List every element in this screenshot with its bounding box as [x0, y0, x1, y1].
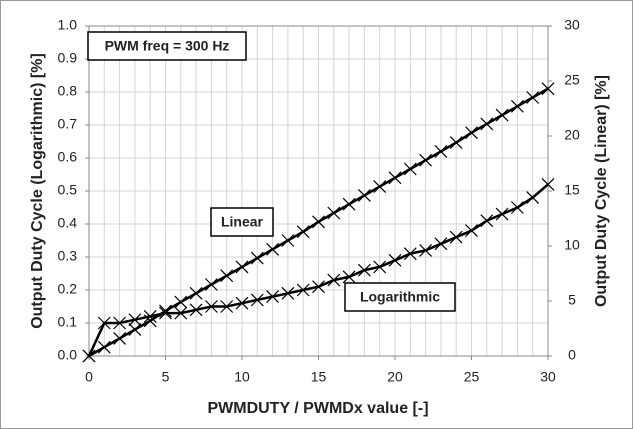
marker: [296, 225, 310, 239]
annotation: Logarithmic: [360, 289, 440, 305]
marker: [541, 82, 555, 96]
marker: [388, 253, 402, 267]
marker: [266, 242, 280, 256]
y2-tick-label: 10: [564, 237, 580, 253]
marker: [480, 214, 494, 228]
marker: [342, 197, 356, 211]
marker: [128, 313, 142, 327]
marker: [113, 316, 127, 330]
marker: [465, 126, 478, 140]
y-tick-label: 0.4: [58, 215, 78, 231]
x-tick-label: 0: [85, 369, 93, 385]
annotation-box: [87, 31, 247, 61]
marker: [434, 144, 448, 158]
x-tick-label: 15: [311, 369, 327, 385]
marker: [159, 306, 172, 320]
y-tick-label: 0.3: [58, 248, 78, 264]
marker: [510, 99, 524, 113]
marker: [97, 316, 111, 330]
marker: [250, 251, 264, 265]
y-tick-label: 1.0: [58, 17, 78, 33]
marker: [388, 171, 402, 185]
marker: [296, 283, 310, 297]
marker: [235, 260, 249, 274]
marker: [235, 296, 249, 310]
marker: [373, 180, 387, 194]
y2-tick-label: 5: [568, 292, 576, 308]
marker: [419, 243, 433, 257]
y-axis-label: Output Duty Cycle (Logarithmic) [%]: [29, 53, 46, 329]
marker: [403, 162, 417, 176]
marker: [174, 306, 188, 320]
marker: [204, 300, 218, 313]
marker: [113, 331, 127, 345]
marker: [495, 207, 509, 221]
marker: [342, 270, 356, 284]
y-tick-label: 0.5: [58, 182, 78, 198]
annotation: Linear: [221, 214, 264, 230]
marker: [526, 91, 540, 104]
marker: [357, 188, 371, 202]
y2-tick-label: 0: [568, 347, 576, 363]
y2-axis-label: Output Duty Cycle (Linear) [%]: [593, 75, 610, 307]
y-tick-label: 0.7: [58, 116, 78, 132]
y-tick-label: 0.8: [58, 83, 78, 99]
marker: [526, 191, 540, 205]
x-axis-label: PWMDUTY / PWMDx value [-]: [207, 400, 428, 417]
y-tick-label: 0.0: [58, 347, 78, 363]
marker: [403, 247, 417, 261]
marker: [266, 290, 280, 304]
annotation-box: [210, 207, 274, 237]
y-tick-label: 0.2: [58, 281, 78, 297]
y-tick-label: 0.1: [58, 314, 78, 330]
annotation: PWM freq = 300 Hz: [105, 38, 230, 54]
marker: [465, 224, 478, 238]
x-tick-label: 20: [387, 369, 403, 385]
marker: [189, 303, 203, 317]
marker: [495, 108, 509, 122]
marker: [143, 309, 157, 323]
x-tick-label: 30: [540, 369, 556, 385]
marker: [281, 234, 295, 247]
marker: [312, 280, 325, 294]
marker: [189, 286, 203, 300]
y-tick-label: 0.9: [58, 50, 78, 66]
marker: [220, 300, 234, 313]
x-tick-label: 5: [162, 369, 170, 385]
marker: [174, 295, 188, 309]
marker: [204, 278, 218, 291]
marker: [541, 177, 555, 191]
marker: [449, 136, 463, 150]
marker: [281, 286, 295, 300]
marker: [419, 153, 433, 167]
marker: [373, 260, 387, 274]
marker: [434, 237, 448, 251]
marker: [97, 340, 111, 354]
y2-tick-label: 30: [564, 17, 580, 33]
marker: [312, 215, 325, 229]
x-tick-label: 25: [464, 369, 480, 385]
y2-tick-label: 15: [564, 182, 580, 198]
marker: [220, 269, 234, 283]
marker: [449, 230, 463, 244]
y2-tick-label: 25: [564, 72, 580, 88]
marker: [327, 206, 341, 220]
marker: [510, 201, 524, 214]
marker: [250, 293, 264, 307]
annotation-box: [344, 282, 456, 312]
y-tick-label: 0.6: [58, 149, 78, 165]
marker: [327, 273, 341, 287]
marker: [128, 323, 142, 337]
marker: [357, 263, 371, 277]
plot-border: [88, 25, 549, 357]
x-tick-label: 10: [234, 369, 250, 385]
y2-tick-label: 20: [564, 127, 580, 143]
marker: [480, 117, 494, 131]
marker: [82, 349, 96, 363]
